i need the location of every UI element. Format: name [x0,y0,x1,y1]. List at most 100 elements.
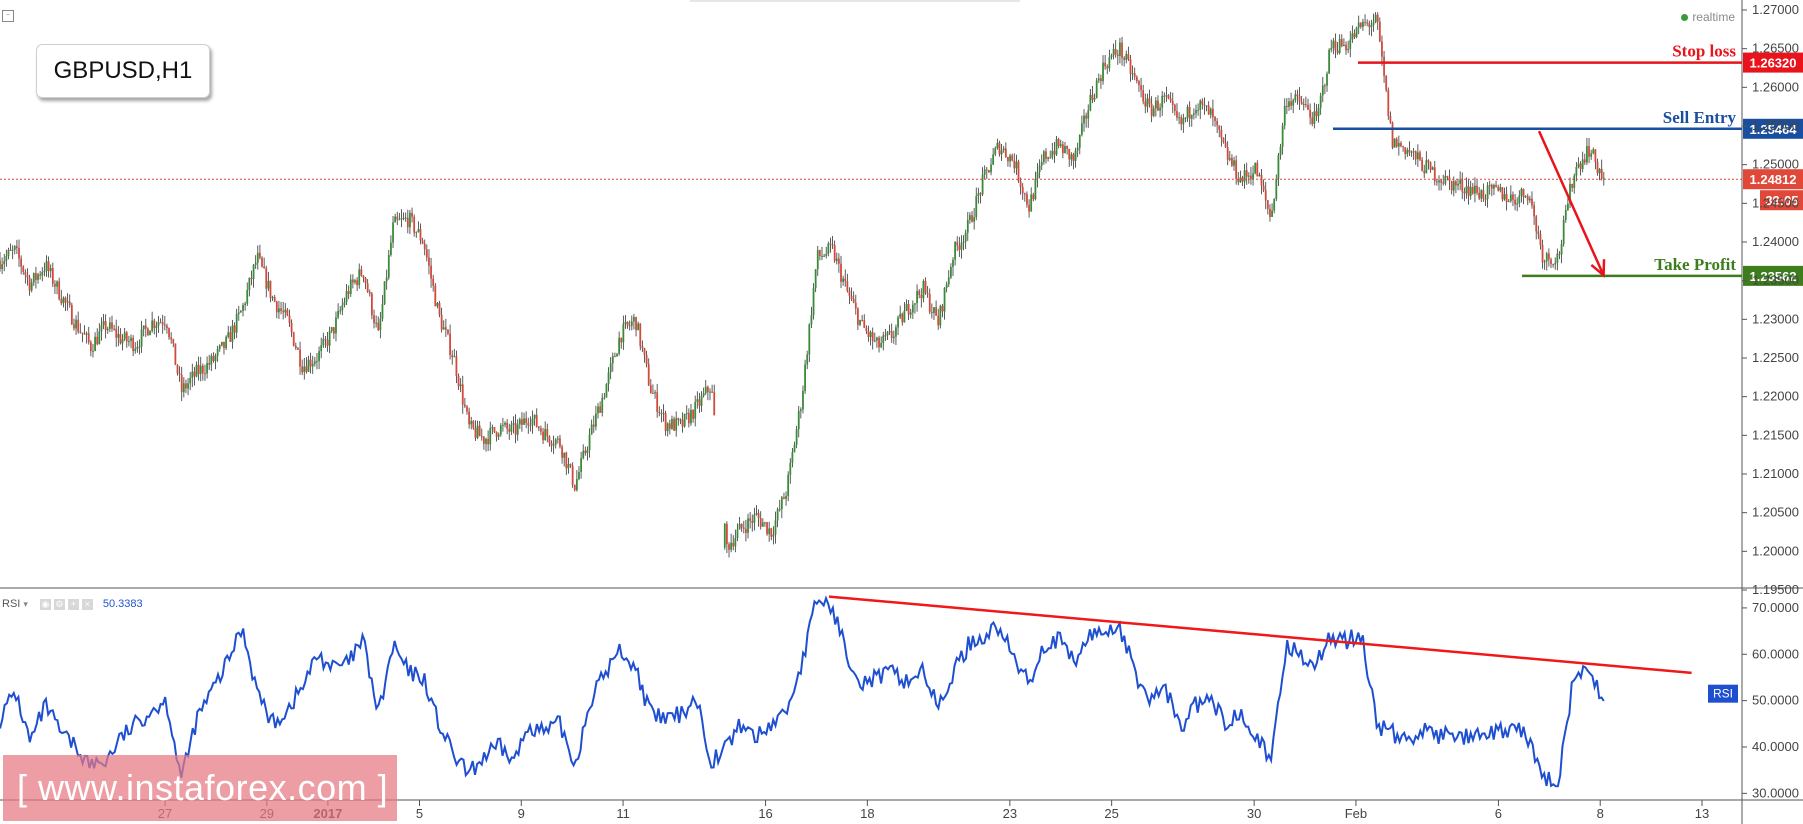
candle-body [303,366,306,373]
candle-body [461,384,464,405]
candle-body [11,249,14,251]
candle-body [102,321,105,326]
rsi-dropdown-icon[interactable]: ▾ [23,598,28,609]
candle-body [307,359,310,372]
candle-body [502,424,504,426]
candle-body [37,274,39,280]
candle-body [1275,178,1278,199]
price-tick-label: 1.27000 [1752,2,1799,17]
candle-body [1476,185,1478,193]
candle-body [594,413,597,427]
candle-body [1376,14,1379,22]
candle-body [956,242,959,246]
candle-body [742,527,745,529]
candle-body [239,310,242,313]
candle-body [1186,106,1189,118]
candle-body [696,399,699,402]
candle-body [1427,160,1430,163]
candle-body [559,438,561,447]
candle-body [1114,48,1117,55]
candle-body [582,450,585,459]
candle-body [199,365,202,374]
candle-body [381,304,384,319]
candle-body [1385,75,1388,91]
candle-body [645,354,648,365]
candle-body [1423,170,1426,174]
price-tick-label: 1.19500 [1752,582,1799,597]
level-label: Sell Entry [1663,108,1737,127]
candle-body [709,391,711,393]
eye-icon[interactable]: ◉ [39,598,51,610]
candle-body [151,320,154,331]
candle-body [180,374,183,393]
candle-body [1353,33,1356,38]
candle-body [349,279,352,295]
candle-body [1209,108,1212,115]
time-tick-label: 8 [1597,806,1604,821]
candle-body [1112,48,1115,56]
candle-body [1359,22,1362,27]
candle-body [1167,95,1170,99]
candle-body [125,332,128,342]
candle-body [252,264,255,280]
candle-body [1520,188,1523,196]
candle-body [1567,203,1569,211]
candle-body [1157,100,1159,111]
realtime-label: realtime [1692,10,1735,24]
candle-body [73,324,75,329]
candle-body [1402,146,1404,148]
candle-body [1250,175,1252,180]
candle-body [1526,196,1529,201]
settings-icon[interactable]: ⚙ [53,598,65,610]
candle-body [795,429,798,445]
candle-body [1537,231,1540,235]
candle-body [1355,27,1358,38]
candle-body [808,324,811,355]
candle-body [681,419,684,427]
candle-body [865,327,868,332]
candle-body [1408,149,1411,153]
price-tick-label: 1.23000 [1752,311,1799,326]
candle-body [16,246,18,248]
candle-body [1547,253,1550,260]
price-tick-label: 1.22500 [1752,350,1799,365]
candle-body [305,366,308,372]
candle-body [1541,244,1544,263]
candle-body [1292,100,1295,106]
close-icon[interactable]: × [81,598,93,610]
candle-body [823,255,826,257]
window-toggle-icon[interactable]: – [2,10,14,22]
candle-body [1435,181,1438,183]
candle-body [1197,109,1200,111]
candle-body [888,331,891,333]
candle-body [1131,73,1134,75]
candle-body [299,349,301,367]
candle-body [155,325,158,329]
candle-body [20,258,23,267]
candle-body [242,304,244,311]
candle-body [914,303,916,305]
candle-body [1499,187,1502,191]
candle-body [1562,219,1565,245]
rsi-axis-tag [1708,684,1738,703]
candle-body [404,217,407,219]
candle-body [1343,44,1345,47]
candle-body [288,315,291,323]
candle-body [1148,98,1151,104]
candle-body [941,305,944,312]
candle-body [1045,151,1047,159]
candle-body [1224,142,1227,148]
candle-body [1518,195,1521,204]
candle-body [322,339,325,346]
candle-body [1374,14,1377,23]
candle-body [816,250,819,270]
candle-body [96,336,99,345]
add-icon[interactable]: + [67,598,79,610]
candle-body [1323,85,1326,87]
candle-body [895,327,897,337]
candle-body [1370,25,1373,28]
candle-body [1116,54,1119,56]
time-tick-label: Feb [1345,806,1367,821]
candle-body [1290,101,1292,106]
